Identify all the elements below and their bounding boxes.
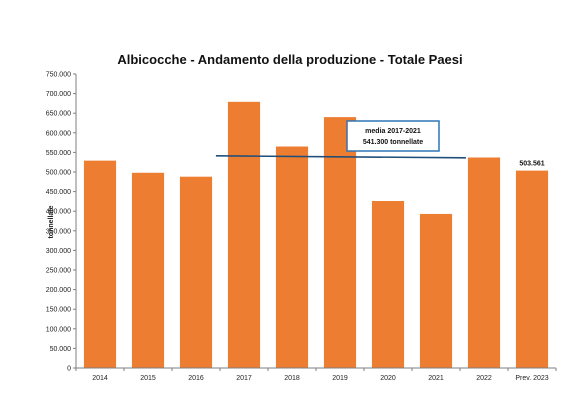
y-axis-ticks: 0 50.000 100.000 150.000 200.000 250.000 300.0… [46,72,76,373]
bars-group [83,101,549,369]
x-tick-label: 2021 [428,375,444,382]
y-tick-label: 700.000 [46,91,71,98]
x-tick-label: 2014 [92,375,108,382]
bar-2020 [371,201,405,368]
bar-2022 [467,157,501,368]
average-reference-line [215,155,466,159]
bar-2014 [83,160,117,368]
chart-title: Albicocche - Andamento della produzione … [117,52,462,67]
x-tick-label: 2019 [332,375,348,382]
x-axis-ticks: 2014 2015 2016 2017 2018 2019 2020 2021 2022 Prev… [75,368,557,382]
x-tick-label: 2022 [476,375,492,382]
y-tick-label: 650.000 [46,111,71,118]
bar-2015 [131,172,165,368]
y-tick-label: 200.000 [46,287,71,294]
x-tick-label: 2016 [188,375,204,382]
y-tick-label: 600.000 [46,130,71,137]
y-tick-label: 150.000 [46,307,71,314]
bar-prev-2023 [515,170,549,368]
data-labels: 503.561 [519,161,544,168]
bar-2021 [419,213,453,368]
y-axis-label: tonnellate [48,205,55,238]
annotation-line1: media 2017-2021 [365,128,421,135]
y-tick-label: 750.000 [46,72,71,79]
y-tick-label: 350.000 [46,228,71,235]
x-tick-label: 2017 [236,375,252,382]
y-tick-label: 50.000 [50,346,72,353]
x-tick-label: 2018 [284,375,300,382]
y-tick-label: 250.000 [46,268,71,275]
x-tick-label: 2020 [380,375,396,382]
x-tick-label: Prev. 2023 [515,375,548,382]
y-tick-label: 400.000 [46,209,71,216]
y-tick-label: 300.000 [46,248,71,255]
bar-2016 [179,176,213,368]
y-tick-label: 0 [67,366,71,373]
bar-2019 [323,117,357,369]
x-tick-label: 2015 [140,375,156,382]
bar-2017 [227,101,261,368]
y-tick-label: 550.000 [46,150,71,157]
y-tick-label: 450.000 [46,189,71,196]
reference-line-group [215,155,466,159]
average-annotation: media 2017-2021 541.300 tonnellate [346,120,440,152]
axes [75,74,556,369]
data-label: 503.561 [519,161,544,168]
y-tick-label: 100.000 [46,326,71,333]
annotation-line2: 541.300 tonnellate [363,139,423,146]
annotation-box [346,120,440,152]
y-tick-label: 500.000 [46,170,71,177]
bar-2018 [275,146,309,368]
